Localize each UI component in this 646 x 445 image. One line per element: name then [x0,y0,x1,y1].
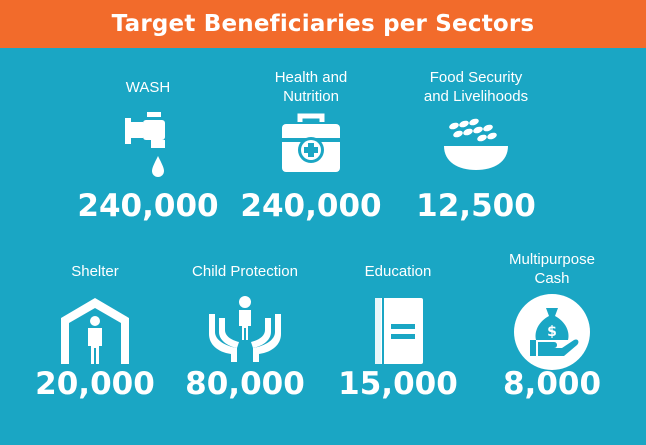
sector-value: 80,000 [185,366,305,402]
sector-multipurpose-cash: Multipurpose Cash $ 8,000 [472,248,632,438]
sector-label: Shelter [71,263,119,280]
sector-value: 15,000 [338,366,458,402]
sector-health-nutrition: Health and Nutrition 240,000 [231,48,391,228]
sector-wash: WASH 240,000 [68,48,228,228]
sector-shelter: Shelter 20,000 [15,248,175,438]
sector-value: 12,500 [416,188,536,224]
sector-label: Multipurpose Cash [509,251,595,287]
book-icon [375,298,423,364]
header-banner: Target Beneficiaries per Sectors [0,0,646,48]
sector-label: Child Protection [192,263,298,280]
sector-child-protection: Child Protection 80,000 [165,248,325,438]
sector-value: 240,000 [240,188,382,224]
sector-label: Health and Nutrition [274,69,348,105]
sector-value: 20,000 [35,366,155,402]
sector-label: WASH [125,79,171,96]
page-title: Target Beneficiaries per Sectors [111,11,535,37]
shelter-icon [61,298,129,364]
sector-label: Food Security and Livelihoods [423,69,529,105]
sector-value: 240,000 [77,188,219,224]
child-protection-icon [209,296,281,362]
sector-value: 8,000 [502,366,602,402]
sector-label: Education [364,263,432,280]
grain-bowl-icon [444,118,508,170]
sector-education: Education 15,000 [318,248,478,438]
cash-bag-icon: $ [514,294,590,370]
water-tap-icon [125,112,165,177]
medical-kit-icon [282,113,340,172]
svg-text:$: $ [547,324,557,340]
sector-food-security: Food Security and Livelihoods 12,500 [396,48,556,228]
